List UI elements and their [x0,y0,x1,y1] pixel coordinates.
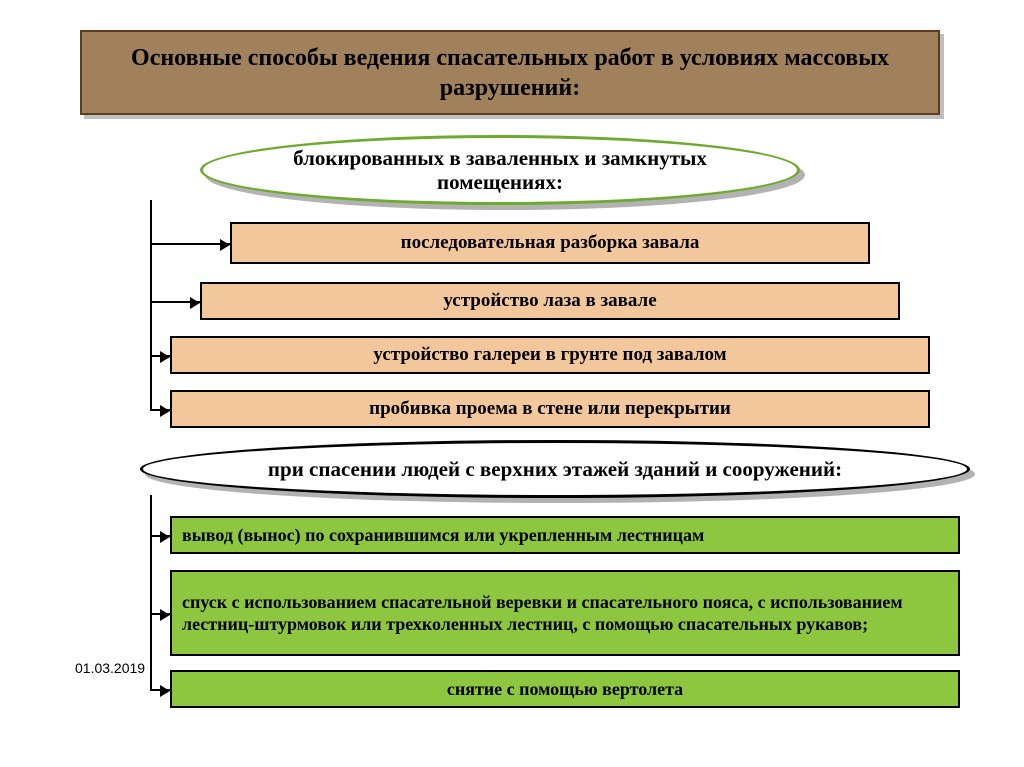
date-label: 01.03.2019 [75,660,145,676]
title-banner: Основные способы ведения спасательных ра… [80,30,940,115]
section2-item-1: вывод (вынос) по сохранившимся или укреп… [170,516,960,554]
section1-header: блокированных в заваленных и замкнутых п… [200,135,800,205]
section2-item-3: снятие с помощью вертолета [170,670,960,708]
section1-item-4: пробивка проема в стене или перекрытии [170,390,930,428]
section2-header: при спасении людей с верхних этажей здан… [140,440,970,498]
section2-item-2: спуск с использованием спасательной вере… [170,570,960,656]
section1-item-3: устройство галереи в грунте под завалом [170,336,930,374]
section1-item-1: последовательная разборка завала [230,222,870,264]
section1-item-2: устройство лаза в завале [200,282,900,320]
